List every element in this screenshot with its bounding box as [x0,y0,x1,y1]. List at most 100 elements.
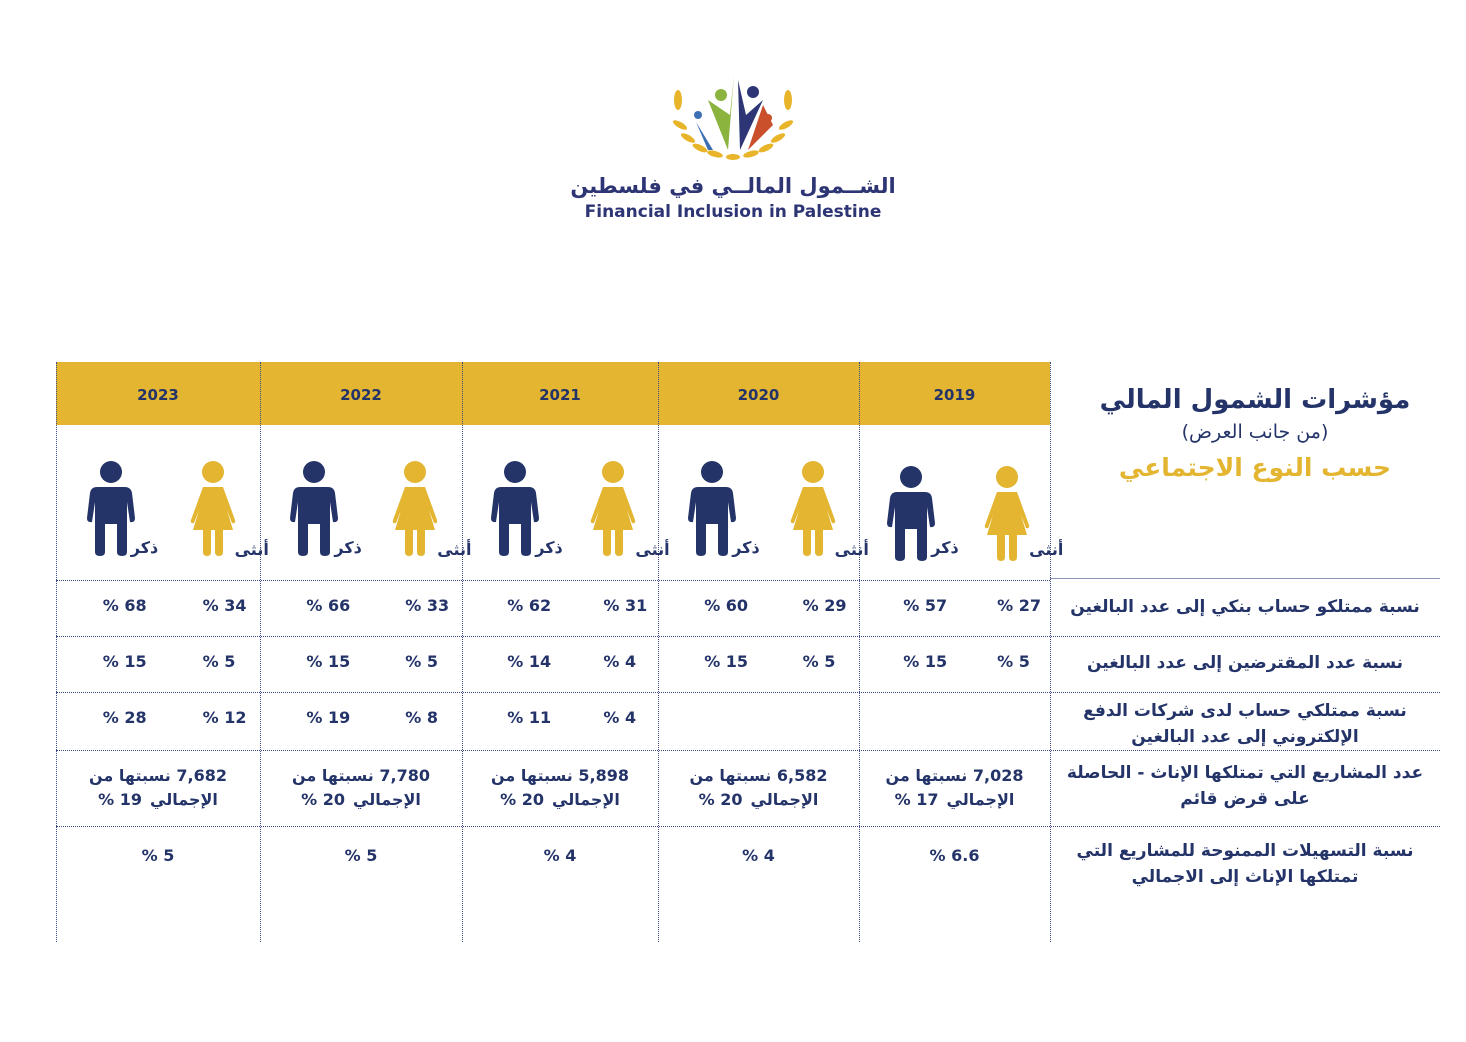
male-icon [688,460,737,560]
total-label: الإجمالي [552,790,620,809]
male-label: ذكر [334,538,362,557]
male-value: % 68 [102,596,147,615]
column-divider [260,362,261,942]
projects-share: % 20 [698,790,743,809]
row-label: نسبة ممتلكي حساب لدى شركات الدفع الإلكتر… [1083,701,1407,747]
female-value: % 33 [405,596,450,615]
female-value: % 5 [802,652,836,671]
male-value: % 11 [507,708,552,727]
female-value: % 5 [997,652,1030,671]
projects-cell: 6,582 نسبتها من % 20 الإجمالي [658,764,859,812]
facilities-value: % 4 [742,846,775,865]
female-value: % 5 [405,652,439,671]
projects-count: 7,780 [379,766,430,785]
female-value: % 31 [603,596,648,615]
female-value: % 4 [603,708,637,727]
female-label: أنثى [635,540,670,559]
page-title: مؤشرات الشمول المالي [1099,385,1411,415]
year-header: 2020 [737,386,780,404]
row-divider [56,826,1440,827]
column-divider [1050,362,1051,942]
male-icon [491,460,540,560]
male-value: % 14 [507,652,552,671]
total-label: الإجمالي [750,790,819,809]
total-label: الإجمالي [150,790,218,809]
logo-emblem-icon [672,75,794,160]
row-divider [56,580,1050,581]
page-subtitle: (من جانب العرض) [1181,421,1329,443]
column-divider [56,362,57,942]
male-icon [86,460,135,560]
projects-share: % 17 [894,790,939,809]
female-icon [983,465,1031,565]
year-header-band [56,362,1050,425]
logo-english-name: Financial Inclusion in Palestine [584,202,882,222]
projects-share-line: % 20 الإجمالي [260,788,462,812]
row-divider [56,636,1440,637]
female-value: % 4 [603,652,637,671]
header-divider [1050,578,1440,579]
male-value: % 15 [903,652,948,671]
projects-count: 6,582 [776,766,828,785]
female-label: أنثى [1029,540,1064,559]
total-label: الإجمالي [946,790,1015,809]
female-value: % 29 [802,596,847,615]
share-of-total-label: نسبتها من [89,766,171,785]
facilities-value: % 4 [543,846,577,865]
female-value: % 12 [202,708,247,727]
share-of-total-label: نسبتها من [491,766,573,785]
year-header: 2022 [340,386,382,404]
row-divider [56,750,1440,751]
male-label: ذكر [535,538,563,557]
male-value: % 62 [507,596,552,615]
projects-share-line: % 19 الإجمالي [56,788,260,812]
female-value: % 34 [202,596,247,615]
row-label: عدد المشاريع التي تمتلكها الإناث - الحاص… [1066,763,1424,809]
row-label: نسبة ممتلكو حساب بنكي إلى عدد البالغين [1070,597,1420,617]
female-icon [391,460,439,560]
projects-cell: 7,780 نسبتها من % 20 الإجمالي [260,764,462,812]
year-header: 2021 [539,386,581,404]
male-value: % 57 [903,596,948,615]
row-divider [56,692,1440,693]
male-value: % 19 [306,708,351,727]
projects-share: % 20 [301,790,345,809]
row-label: نسبة التسهيلات الممنوحة للمشاريع التي تم… [1076,841,1414,887]
male-value: % 60 [704,596,749,615]
male-icon [290,460,339,560]
column-divider [462,362,463,942]
female-value: % 27 [997,596,1042,615]
male-label: ذكر [931,538,959,557]
share-of-total-label: نسبتها من [292,766,374,785]
male-label: ذكر [130,538,159,557]
projects-count-line: 5,898 نسبتها من [462,764,658,788]
projects-count: 5,898 [578,766,629,785]
projects-count: 7,682 [176,766,227,785]
male-label: ذكر [732,538,760,557]
projects-share: % 19 [98,790,142,809]
column-divider [859,362,860,942]
male-icon [887,465,936,565]
projects-count-line: 7,780 نسبتها من [260,764,462,788]
facilities-value: % 5 [141,846,175,865]
female-label: أنثى [437,540,472,559]
projects-share-line: % 20 الإجمالي [462,788,658,812]
projects-cell: 5,898 نسبتها من % 20 الإجمالي [462,764,658,812]
male-value: % 66 [306,596,351,615]
female-icon [789,460,837,560]
year-header: 2023 [137,386,179,404]
logo-arabic-name: الشــمول المالــي في فلسطين [570,174,896,198]
projects-share-line: % 17 الإجمالي [859,788,1050,812]
female-icon [589,460,637,560]
year-header: 2019 [933,386,976,404]
logo: الشــمول المالــي في فلسطين Financial In… [560,70,906,250]
female-value: % 5 [202,652,236,671]
male-value: % 15 [102,652,147,671]
share-of-total-label: نسبتها من [885,766,968,785]
facilities-value: % 5 [344,846,378,865]
female-label: أنثى [834,540,869,559]
projects-cell: 7,028 نسبتها من % 17 الإجمالي [859,764,1050,812]
male-value: % 15 [306,652,351,671]
projects-count-line: 6,582 نسبتها من [658,764,859,788]
total-label: الإجمالي [353,790,421,809]
